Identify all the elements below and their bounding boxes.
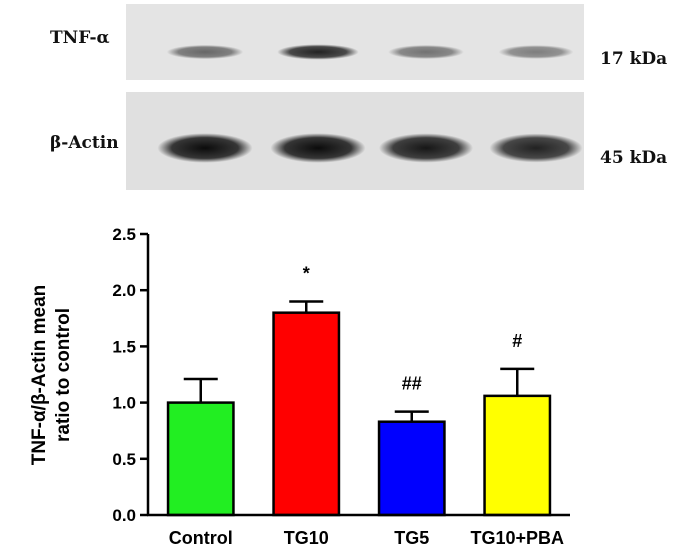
x-tick-label: TG10 [284,528,329,548]
blot-band [489,133,583,163]
blot-label-actin: β-Actin [50,133,119,153]
y-tick-label: 1.5 [112,337,136,356]
blot-size-tnf: 17 kDa [600,49,667,69]
x-tick-label: Control [169,528,233,548]
blot-band [270,133,366,163]
tnf-bands [166,44,574,60]
bars: *### [166,263,552,517]
western-blot: TNF-α β-Actin 17 kDa 45 kDa [50,4,667,190]
bar [272,311,341,517]
blot-band [388,45,464,59]
x-tick-label: TG10+PBA [470,528,564,548]
blot-band [166,44,244,60]
y-tick-label: 0.5 [112,450,136,469]
blot-panel-tnf [126,4,584,80]
blot-band [378,133,474,163]
blot-band [498,45,574,59]
y-axis-label-line1: TNF-α/β-Actin mean [29,285,50,466]
blot-size-actin: 45 kDa [600,148,667,168]
bar [166,401,235,517]
blot-label-tnf: TNF-α [50,28,110,48]
y-axis-ticks: 0.0 0.5 1.0 1.5 2.0 2.5 [112,225,148,525]
y-tick-label: 2.0 [112,281,136,300]
significance-marker: * [303,263,310,283]
y-axis-label-line2: ratio to control [53,308,74,442]
x-tick-label: TG5 [394,528,429,548]
bar-chart: *### 0.00.51.01.52.02.5 Control TG10 TG5 TG… [29,225,570,548]
x-axis-labels: Control TG10 TG5 TG10+PBA [169,528,564,548]
bar [483,394,552,517]
y-tick-label: 0.0 [112,506,136,525]
significance-marker: # [512,331,522,351]
blot-band [277,44,359,60]
y-tick-label: 2.5 [112,225,136,244]
actin-bands [157,133,583,163]
y-axis-label: TNF-α/β-Actin mean ratio to control [29,285,74,466]
y-tick-label: 1.0 [112,394,136,413]
bar [377,420,446,517]
significance-marker: ## [402,374,422,394]
blot-band [157,133,253,163]
